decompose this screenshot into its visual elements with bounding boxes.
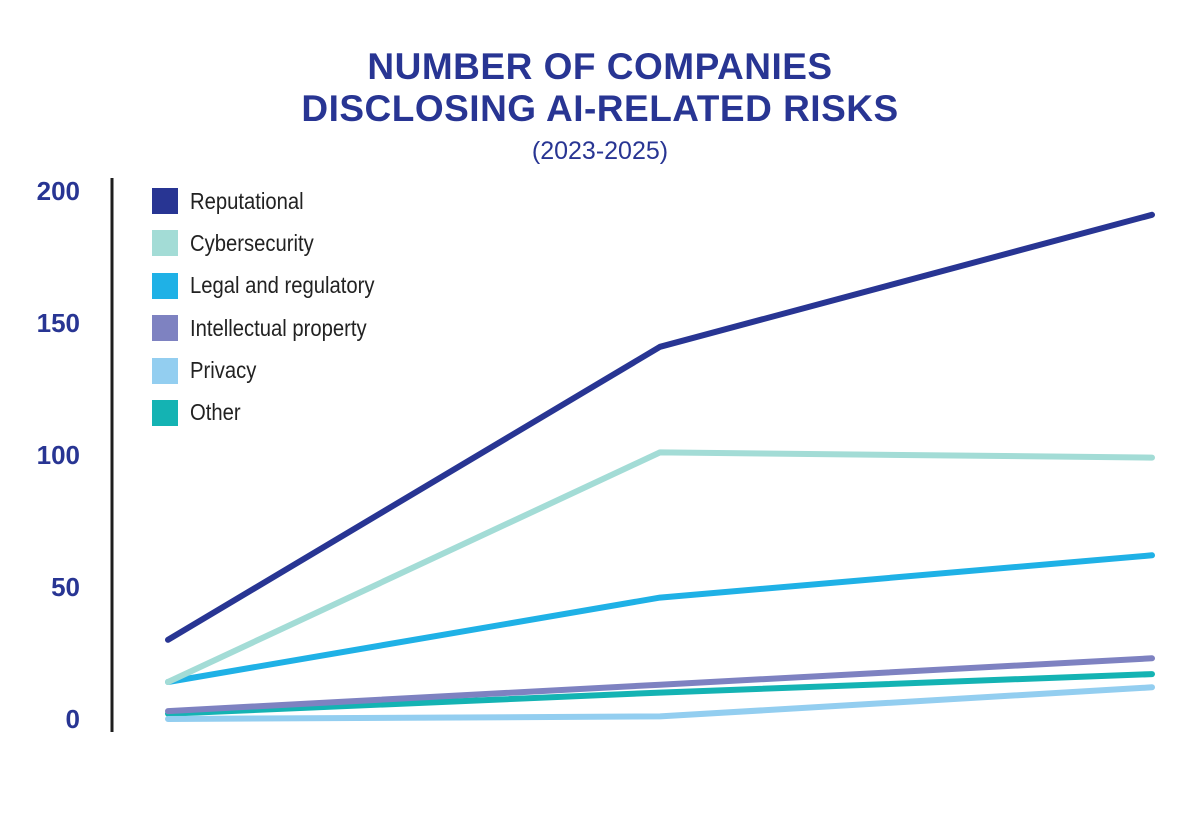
chart-title-line-2: DISCLOSING AI-RELATED RISKS <box>301 88 899 129</box>
legend-item: Other <box>152 398 400 428</box>
legend-label: Intellectual property <box>190 314 367 341</box>
legend-label: Other <box>190 399 241 426</box>
series-line-legal-and-regulatory <box>165 552 1155 685</box>
y-tick-label: 200 <box>37 176 80 206</box>
y-tick-label: 50 <box>51 572 80 602</box>
legend-swatch <box>152 272 178 299</box>
series-line-intellectual-property <box>165 655 1155 715</box>
legend-swatch <box>152 188 178 214</box>
chart-subtitle: (2023-2025) <box>531 137 669 165</box>
y-tick-label: 0 <box>66 704 80 734</box>
legend-item: Privacy <box>152 356 400 386</box>
chart-title-block: NUMBER OF COMPANIES DISCLOSING AI-RELATE… <box>0 46 1200 166</box>
legend-label: Legal and regulatory <box>190 272 375 299</box>
series-line-cybersecurity <box>165 449 1155 685</box>
y-tick-label: 150 <box>37 308 80 338</box>
legend-swatch <box>152 357 178 384</box>
legend-swatch <box>152 315 178 342</box>
legend-label: Cybersecurity <box>190 229 314 256</box>
legend-item: Reputational <box>152 186 400 216</box>
legend-item: Cybersecurity <box>152 228 400 258</box>
series-line-reputational <box>165 211 1155 643</box>
legend-swatch <box>152 399 178 426</box>
legend: Reputational Cybersecurity Legal and regul… <box>152 186 400 440</box>
legend-label: Reputational <box>190 187 304 214</box>
legend-item: Intellectual property <box>152 313 400 343</box>
chart-title-line-1: NUMBER OF COMPANIES <box>367 46 833 87</box>
series-line-privacy <box>165 684 1155 722</box>
legend-label: Privacy <box>190 357 257 384</box>
series-line-other <box>165 671 1155 717</box>
legend-swatch <box>152 230 178 257</box>
legend-item: Legal and regulatory <box>152 271 400 301</box>
y-tick-label: 100 <box>37 440 80 470</box>
